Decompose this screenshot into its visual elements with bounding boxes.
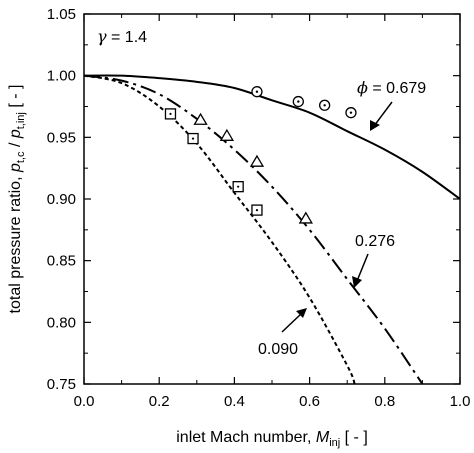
series-line-2 — [83, 74, 356, 385]
triangle-marker — [193, 112, 208, 125]
x-tick-label: 0.0 — [74, 393, 95, 410]
arrow-0276 — [352, 253, 369, 288]
series-markers — [164, 86, 357, 224]
circle-marker-dot — [349, 111, 353, 114]
y-tick-label: 0.80 — [47, 314, 76, 331]
square-marker-dot — [255, 209, 259, 212]
x-tick-label: 0.4 — [224, 393, 245, 410]
series-label-0679: ϕ = 0.679 — [357, 78, 426, 97]
y-tick-label: 0.85 — [47, 253, 76, 270]
plot-frame — [83, 13, 461, 385]
y-tick-label: 0.90 — [47, 191, 76, 208]
square-marker-dot — [169, 112, 172, 115]
x-tick-label: 0.2 — [149, 393, 170, 410]
triangle-marker — [249, 154, 265, 167]
x-tick-label: 0.6 — [299, 393, 320, 410]
series-label-0090: 0.090 — [258, 341, 298, 358]
y-tick-label: 1.05 — [47, 6, 76, 23]
triangle-marker — [219, 128, 235, 141]
y-tick-label: 0.75 — [47, 376, 76, 393]
series-lines — [83, 74, 461, 385]
y-axis-label: total pressure ratio, pt,c / pt,inj [ - … — [7, 85, 27, 314]
x-tick-label: 1.0 — [450, 393, 471, 410]
gamma-label: γ = 1.4 — [97, 27, 147, 46]
circle-marker-dot — [255, 90, 259, 93]
arrow-0679 — [370, 101, 393, 131]
series-label-0276: 0.276 — [355, 233, 395, 250]
y-tick-label: 1.00 — [47, 68, 76, 85]
square-marker-dot — [191, 137, 195, 140]
arrow-0090 — [281, 308, 307, 333]
x-tick-label: 0.8 — [374, 393, 395, 410]
triangle-marker — [298, 211, 313, 224]
circle-marker-dot — [297, 100, 300, 103]
circle-marker-dot — [323, 104, 326, 107]
series-line-0 — [83, 74, 461, 200]
x-axis-label: inlet Mach number, Minj [ - ] — [176, 429, 368, 449]
y-tick-label: 0.95 — [47, 129, 76, 146]
axis-ticks: 0.0 0.2 0.4 0.6 0.8 1.0 0.75 0.80 0.85 0.90 0.95 1.… — [47, 6, 471, 410]
square-marker-dot — [237, 185, 240, 188]
series-line-1 — [83, 74, 424, 385]
